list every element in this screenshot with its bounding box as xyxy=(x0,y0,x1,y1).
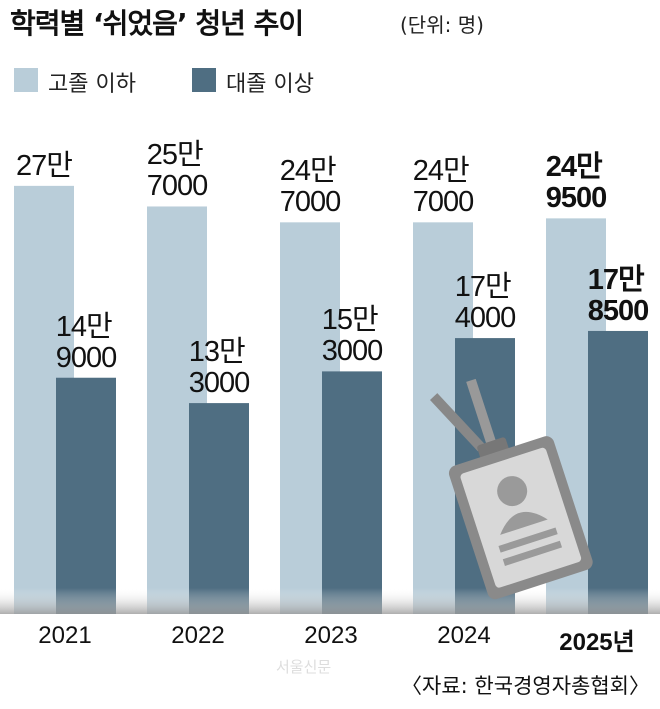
value-label: 17만 4000 xyxy=(454,271,517,335)
legend-label: 고졸 이하 xyxy=(48,72,136,97)
x-tick-label: 2025년 xyxy=(559,629,635,656)
value-label: 24만 7000 xyxy=(279,155,342,219)
value-label: 27만 xyxy=(16,149,73,182)
id-badge xyxy=(430,378,593,600)
chart-subtitle: (단위: 명) xyxy=(400,13,484,37)
value-label: 13만 3000 xyxy=(188,336,251,400)
legend-label: 대졸 이상 xyxy=(226,72,314,97)
x-tick-label: 2023 xyxy=(304,622,358,649)
legend-swatch xyxy=(14,68,38,92)
x-tick-label: 2021 xyxy=(38,622,92,649)
bar xyxy=(56,377,116,614)
value-label: 17만 8500 xyxy=(587,263,650,327)
value-label: 24만 7000 xyxy=(412,155,475,219)
bar xyxy=(588,330,648,614)
value-label: 15만 3000 xyxy=(321,304,384,368)
value-label: 14만 9000 xyxy=(55,310,118,374)
value-label: 25만 7000 xyxy=(146,139,209,203)
source: 〈자료: 한국경영자총협회〉 xyxy=(401,674,650,698)
bar xyxy=(322,371,382,614)
chart-title: 학력별 ‘쉬었음’ 청년 추이 xyxy=(10,7,304,40)
value-label: 24만 9500 xyxy=(545,151,608,215)
x-tick-label: 2022 xyxy=(171,622,225,649)
watermark: 서울신문 xyxy=(276,658,332,676)
x-tick-label: 2024 xyxy=(437,622,491,649)
floor-shadow xyxy=(0,588,660,614)
bar xyxy=(189,403,249,614)
legend-swatch xyxy=(192,68,216,92)
